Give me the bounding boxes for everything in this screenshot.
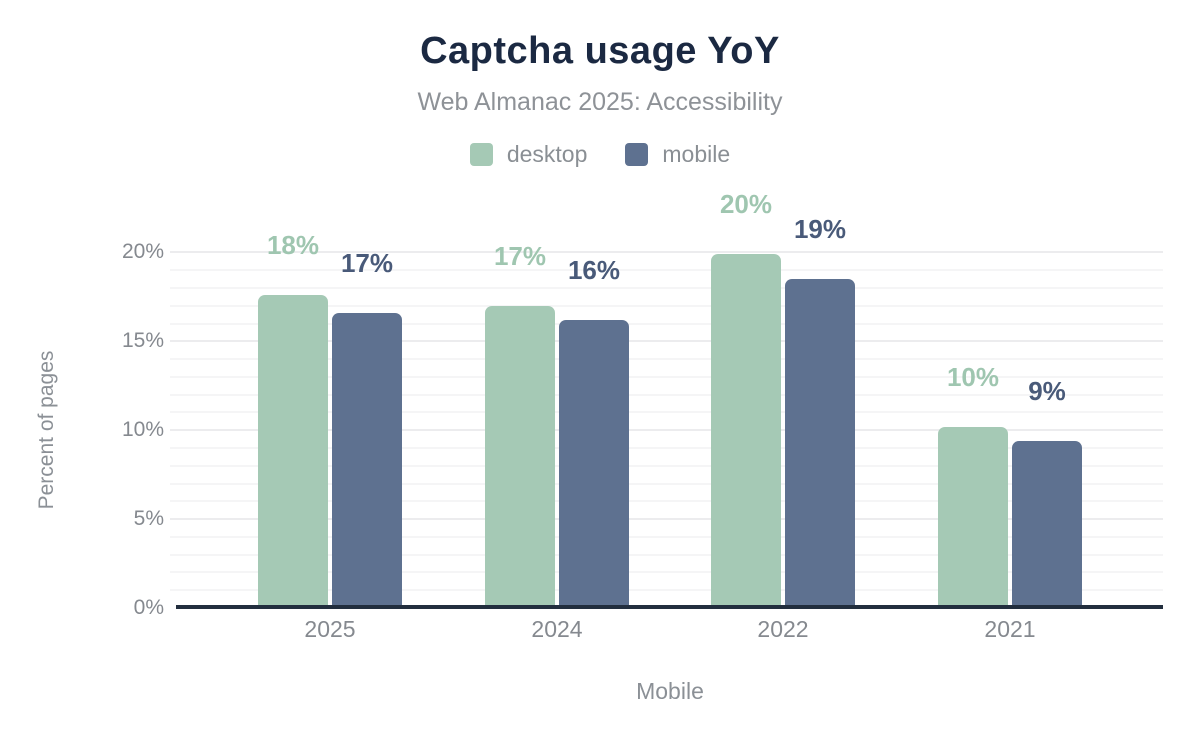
bar-label-mobile-2024: 16%: [567, 255, 621, 285]
bar-desktop-2022: [711, 254, 781, 609]
bar-label-desktop-2024: 17%: [493, 241, 547, 271]
gridline-6pct: [170, 500, 1163, 502]
gridline-14pct: [170, 358, 1163, 360]
legend-item-mobile: mobile: [625, 141, 730, 168]
legend-label-mobile: mobile: [662, 141, 731, 167]
gridline-18pct: [170, 287, 1163, 289]
gridline-13pct: [170, 376, 1163, 378]
gridline-16pct: [170, 323, 1163, 325]
bar-mobile-2025: [332, 313, 402, 609]
bar-mobile-2021: [1012, 441, 1082, 609]
bar-label-desktop-2022: 20%: [719, 189, 773, 219]
x-tick-label-2025: 2025: [304, 616, 356, 642]
y-tick-label-5%: 5%: [133, 507, 164, 530]
gridline-17pct: [170, 305, 1163, 307]
gridline-20pct: [170, 251, 1163, 253]
gridline-15pct: [170, 340, 1163, 342]
y-tick-label-20%: 20%: [121, 240, 164, 263]
gridline-7pct: [170, 483, 1163, 485]
gridline-12pct: [170, 394, 1163, 396]
bar-mobile-2024: [559, 320, 629, 609]
bar-label-mobile-2025: 17%: [340, 248, 394, 278]
legend-swatch-desktop-icon: [469, 143, 493, 166]
gridline-5pct: [170, 518, 1163, 520]
y-tick-label-10%: 10%: [121, 418, 164, 441]
bar-desktop-2024: [485, 306, 555, 609]
gridline-10pct: [170, 429, 1163, 431]
bar-mobile-2022: [785, 279, 855, 609]
gridline-11pct: [170, 411, 1163, 413]
chart-title: Captcha usage YoY: [420, 30, 780, 72]
gridline-19pct: [170, 269, 1163, 271]
y-tick-label-15%: 15%: [121, 329, 164, 352]
chart-subtitle: Web Almanac 2025: Accessibility: [417, 88, 783, 116]
gridline-4pct: [170, 536, 1163, 538]
x-axis-title: Mobile: [636, 678, 704, 704]
legend: desktop mobile: [0, 141, 1200, 168]
gridline-8pct: [170, 465, 1163, 467]
bar-label-mobile-2022: 19%: [793, 214, 847, 244]
legend-label-desktop: desktop: [506, 141, 588, 167]
legend-item-desktop: desktop: [469, 141, 588, 168]
y-axis-title: Percent of pages: [35, 350, 58, 510]
x-tick-label-2024: 2024: [531, 616, 583, 642]
gridline-2pct: [170, 571, 1163, 573]
x-axis-line: [176, 605, 1163, 609]
bar-desktop-2025: [258, 295, 328, 609]
y-tick-label-0%: 0%: [133, 596, 164, 619]
gridline-3pct: [170, 554, 1163, 556]
bar-desktop-2021: [938, 427, 1008, 609]
bar-label-desktop-2025: 18%: [266, 230, 320, 260]
bar-label-desktop-2021: 10%: [946, 362, 1000, 392]
legend-swatch-mobile-icon: [625, 143, 649, 166]
x-tick-label-2022: 2022: [757, 616, 809, 642]
x-tick-label-2021: 2021: [984, 616, 1036, 642]
bar-label-mobile-2021: 9%: [1028, 376, 1066, 406]
gridline-9pct: [170, 447, 1163, 449]
gridline-1pct: [170, 589, 1163, 591]
